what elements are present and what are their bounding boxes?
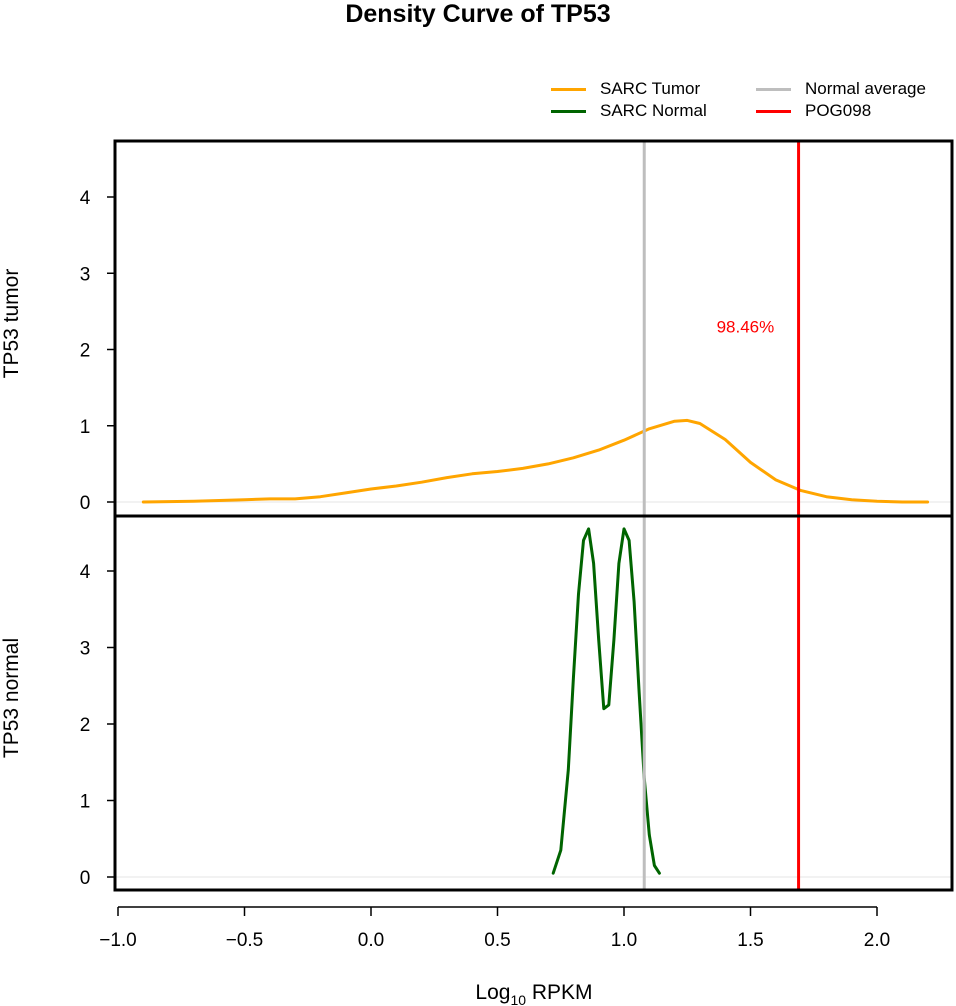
x-tick-label: −0.5: [226, 930, 264, 951]
y-axis-title: TP53 tumor: [0, 269, 23, 379]
panel-frame: [113, 514, 954, 892]
legend-swatch-sarc-tumor: [551, 88, 586, 92]
x-tick-label: 1.5: [737, 930, 763, 951]
x-tick-label: 2.0: [864, 930, 890, 951]
x-axis-title: Log10 RPKM: [475, 981, 592, 1006]
legend-label-sarc-normal: SARC Normal: [600, 101, 707, 120]
legend-item-sarc-normal: SARC Normal: [551, 101, 707, 121]
legend-swatch-sarc-normal: [551, 110, 586, 114]
y-tick-label: 1: [80, 792, 91, 813]
y-tick-label: 2: [80, 715, 91, 736]
x-tick-label: 0.0: [358, 930, 384, 951]
legend-label-sarc-tumor: SARC Tumor: [600, 79, 701, 98]
percentile-annotation: 98.46%: [717, 318, 775, 337]
x-tick-label: 1.0: [611, 930, 637, 951]
legend-swatch-pog098: [756, 110, 791, 114]
panel-frame: [113, 139, 954, 518]
legend-swatch-normal-average: [756, 88, 791, 92]
legend-item-pog098: POG098: [756, 101, 871, 121]
legend-item-sarc-tumor: SARC Tumor: [551, 79, 700, 99]
x-tick-label: 0.5: [484, 930, 510, 951]
y-tick-label: 0: [80, 493, 91, 514]
series-line-sarc-normal: [551, 527, 661, 875]
y-tick-label: 3: [80, 639, 91, 660]
y-tick-label: 3: [80, 264, 91, 285]
y-tick-label: 4: [80, 188, 91, 209]
x-tick-label: −1.0: [99, 930, 137, 951]
y-tick-label: 2: [80, 341, 91, 362]
y-tick-label: 4: [80, 562, 91, 583]
series-line-sarc-tumor: [141, 418, 930, 504]
y-tick-label: 0: [80, 868, 91, 889]
y-axis-title: TP53 normal: [0, 638, 23, 758]
legend-label-normal-average: Normal average: [805, 79, 926, 98]
legend-label-pog098: POG098: [805, 101, 872, 120]
chart-title: Density Curve of TP53: [345, 0, 611, 28]
legend-item-normal-average: Normal average: [756, 79, 926, 99]
y-tick-label: 1: [80, 417, 91, 438]
